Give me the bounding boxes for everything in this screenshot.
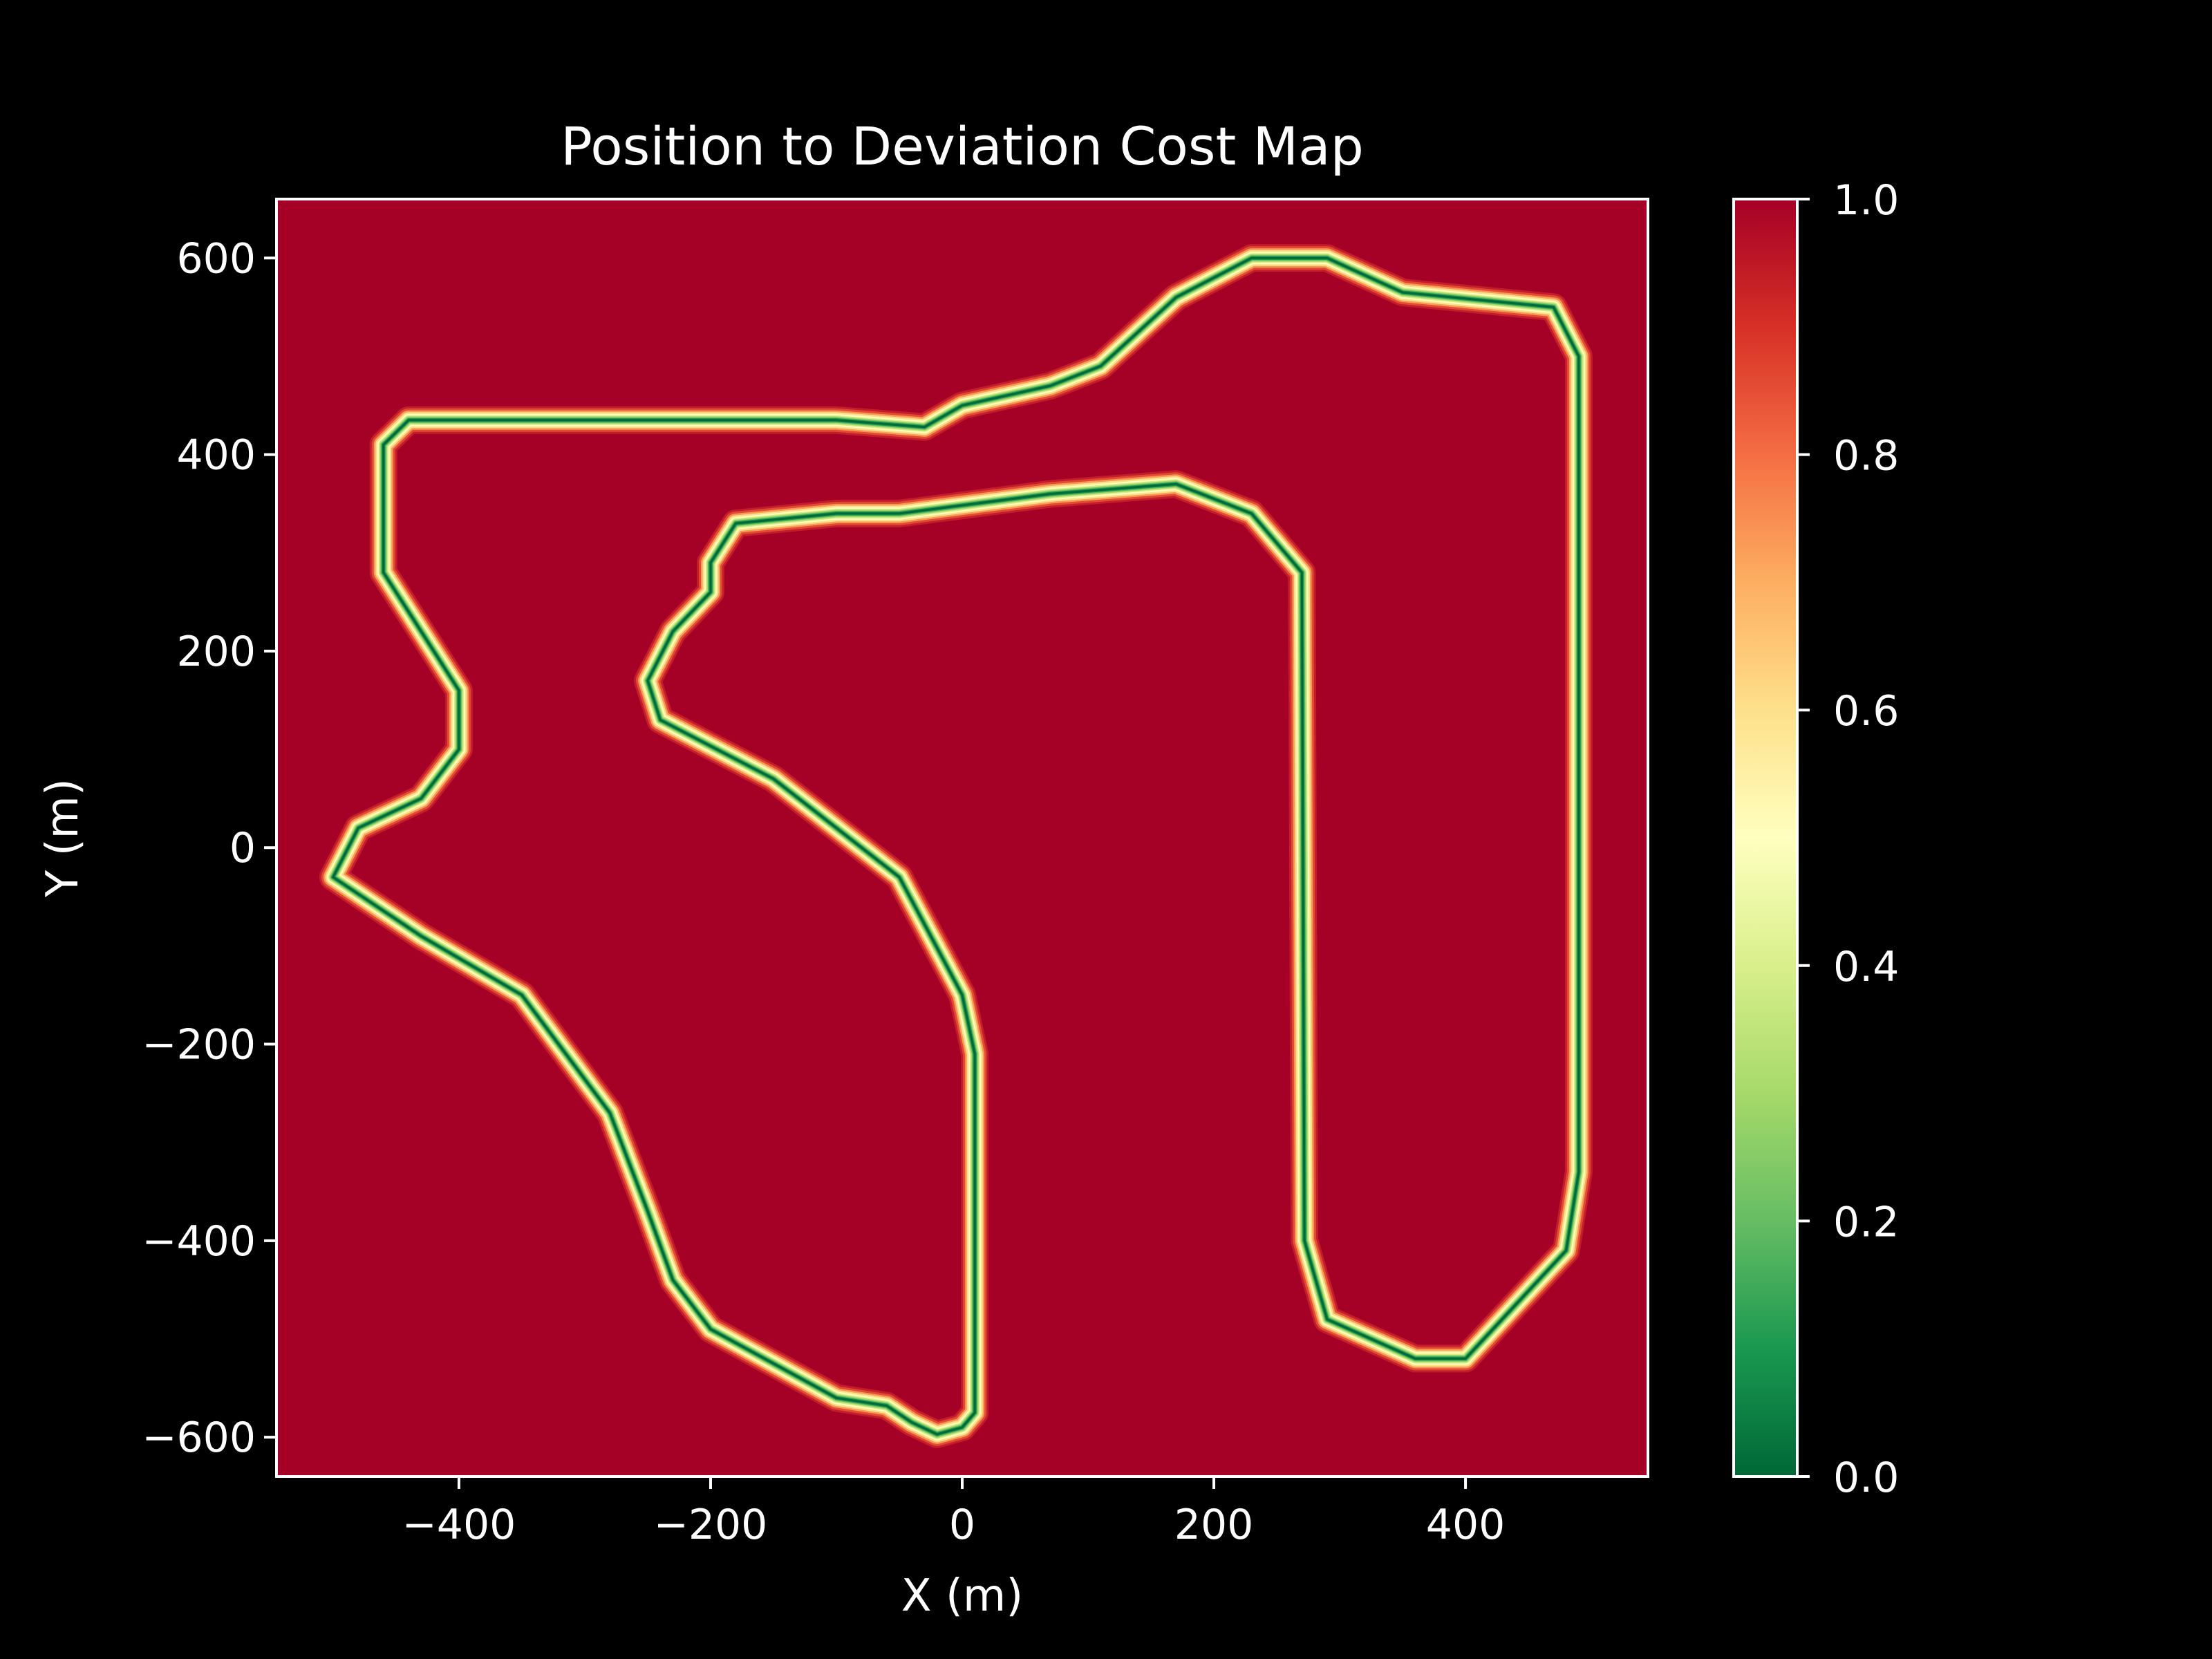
colorbar-ticks: 1.0 0.8 0.6 0.4 0.2 0.0: [1797, 176, 1899, 1502]
colorbar-tick-label: 0.6: [1833, 687, 1899, 735]
y-tick-label: −200: [142, 1021, 256, 1069]
y-tick-label: −600: [142, 1414, 256, 1462]
x-tick-label: −400: [402, 1501, 516, 1549]
y-tick-label: 600: [176, 234, 256, 283]
track-layer: [319, 244, 1593, 1448]
x-tick-label: 0: [949, 1501, 975, 1549]
x-tick-label: 400: [1426, 1501, 1506, 1549]
y-tick-label: −400: [142, 1217, 256, 1266]
colorbar-tick-label: 0.8: [1833, 432, 1899, 480]
chart-title: Position to Deviation Cost Map: [561, 115, 1364, 177]
y-axis: 600 400 200 0 −200 −400 −600: [142, 234, 276, 1462]
y-tick-label: 400: [176, 431, 256, 480]
colorbar-tick-label: 0.4: [1833, 943, 1899, 991]
y-tick-label: 200: [176, 628, 256, 676]
y-axis-label: Y (m): [37, 778, 88, 898]
x-tick-label: −200: [654, 1501, 768, 1549]
colorbar-bar: [1734, 199, 1797, 1477]
track-centerline: [332, 256, 1580, 1436]
x-axis-label: X (m): [901, 1571, 1023, 1622]
colorbar: 1.0 0.8 0.6 0.4 0.2 0.0: [1732, 176, 1899, 1502]
colorbar-tick-label: 0.2: [1833, 1198, 1899, 1246]
y-tick-label: 0: [229, 824, 256, 872]
plot-area: [276, 199, 1648, 1477]
x-axis: −400 −200 0 200 400: [402, 1477, 1506, 1549]
colorbar-frame: [1732, 198, 1799, 1478]
x-tick-label: 200: [1174, 1501, 1254, 1549]
colorbar-tick-label: 0.0: [1833, 1454, 1899, 1502]
colorbar-tick-label: 1.0: [1833, 176, 1899, 225]
